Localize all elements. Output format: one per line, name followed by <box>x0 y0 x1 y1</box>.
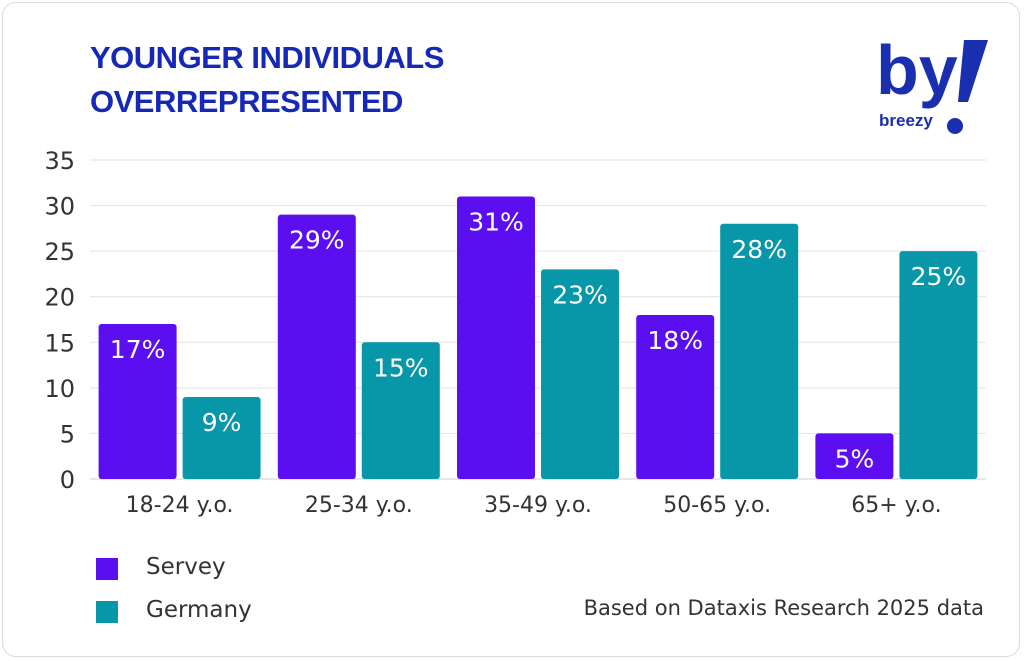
x-tick-label: 35-49 y.o. <box>484 493 592 518</box>
chart-title-line-1: YOUNGER INDIVIDUALS <box>90 40 444 75</box>
y-tick-label: 35 <box>44 147 75 175</box>
x-tick-label: 25-34 y.o. <box>305 493 413 518</box>
x-tick-label: 18-24 y.o. <box>126 493 234 518</box>
data-label-germany-3: 28% <box>731 235 787 264</box>
bar-germany-2 <box>541 269 619 479</box>
data-label-germany-2: 23% <box>552 280 608 309</box>
data-label-germany-0: 9% <box>202 408 242 437</box>
y-tick-label: 0 <box>60 466 75 494</box>
logo-wordmark: breezy <box>879 111 933 130</box>
bar-germany-0 <box>182 396 261 479</box>
data-label-germany-1: 15% <box>373 353 429 382</box>
x-tick-label: 65+ y.o. <box>851 493 941 518</box>
legend-label-servey: Servey <box>146 554 226 580</box>
data-label-germany-4: 25% <box>911 262 967 291</box>
y-tick-label: 20 <box>44 284 75 312</box>
bars <box>98 196 978 479</box>
logo-exclamation-icon <box>958 40 988 102</box>
bar-servey-2 <box>457 196 535 479</box>
bar-germany-3 <box>720 223 799 479</box>
bar-servey-0 <box>98 324 177 479</box>
data-label-servey-2: 31% <box>468 207 524 236</box>
bar-servey-1 <box>277 214 356 479</box>
data-labels: 17% 9% 29% 15% 31% 23% 18% 28% 5% 25% <box>110 207 966 473</box>
legend-swatch-servey <box>96 558 118 580</box>
data-label-servey-1: 29% <box>289 226 345 255</box>
y-tick-label: 30 <box>44 193 75 221</box>
bar-germany-1 <box>361 342 440 479</box>
y-tick-label: 15 <box>44 329 75 357</box>
chart-title-line-2: OVERREPRESENTED <box>90 84 403 119</box>
breezy-logo: by breezy <box>876 36 988 134</box>
data-label-servey-4: 5% <box>835 444 875 473</box>
x-axis-ticks: 18-24 y.o. 25-34 y.o. 35-49 y.o. 50-65 y.o.… <box>126 493 942 518</box>
x-tick-label: 50-65 y.o. <box>663 493 771 518</box>
data-label-servey-3: 18% <box>647 326 703 355</box>
bar-servey-4 <box>815 433 894 479</box>
chart-title: YOUNGER INDIVIDUALS OVERREPRESENTED <box>90 36 650 124</box>
data-label-servey-0: 17% <box>110 335 166 364</box>
y-tick-label: 5 <box>60 420 75 448</box>
legend-label-germany: Germany <box>146 597 252 623</box>
y-tick-label: 10 <box>44 375 75 403</box>
y-tick-label: 25 <box>44 238 75 266</box>
y-axis-ticks: 0 5 10 15 20 25 30 35 <box>44 147 75 494</box>
logo-dot-icon <box>947 118 963 134</box>
logo-mark: by <box>876 36 958 109</box>
source-note: Based on Dataxis Research 2025 data <box>583 596 984 620</box>
legend-swatch-germany <box>96 601 118 623</box>
bar-germany-4 <box>899 251 978 479</box>
bar-servey-3 <box>636 314 715 479</box>
